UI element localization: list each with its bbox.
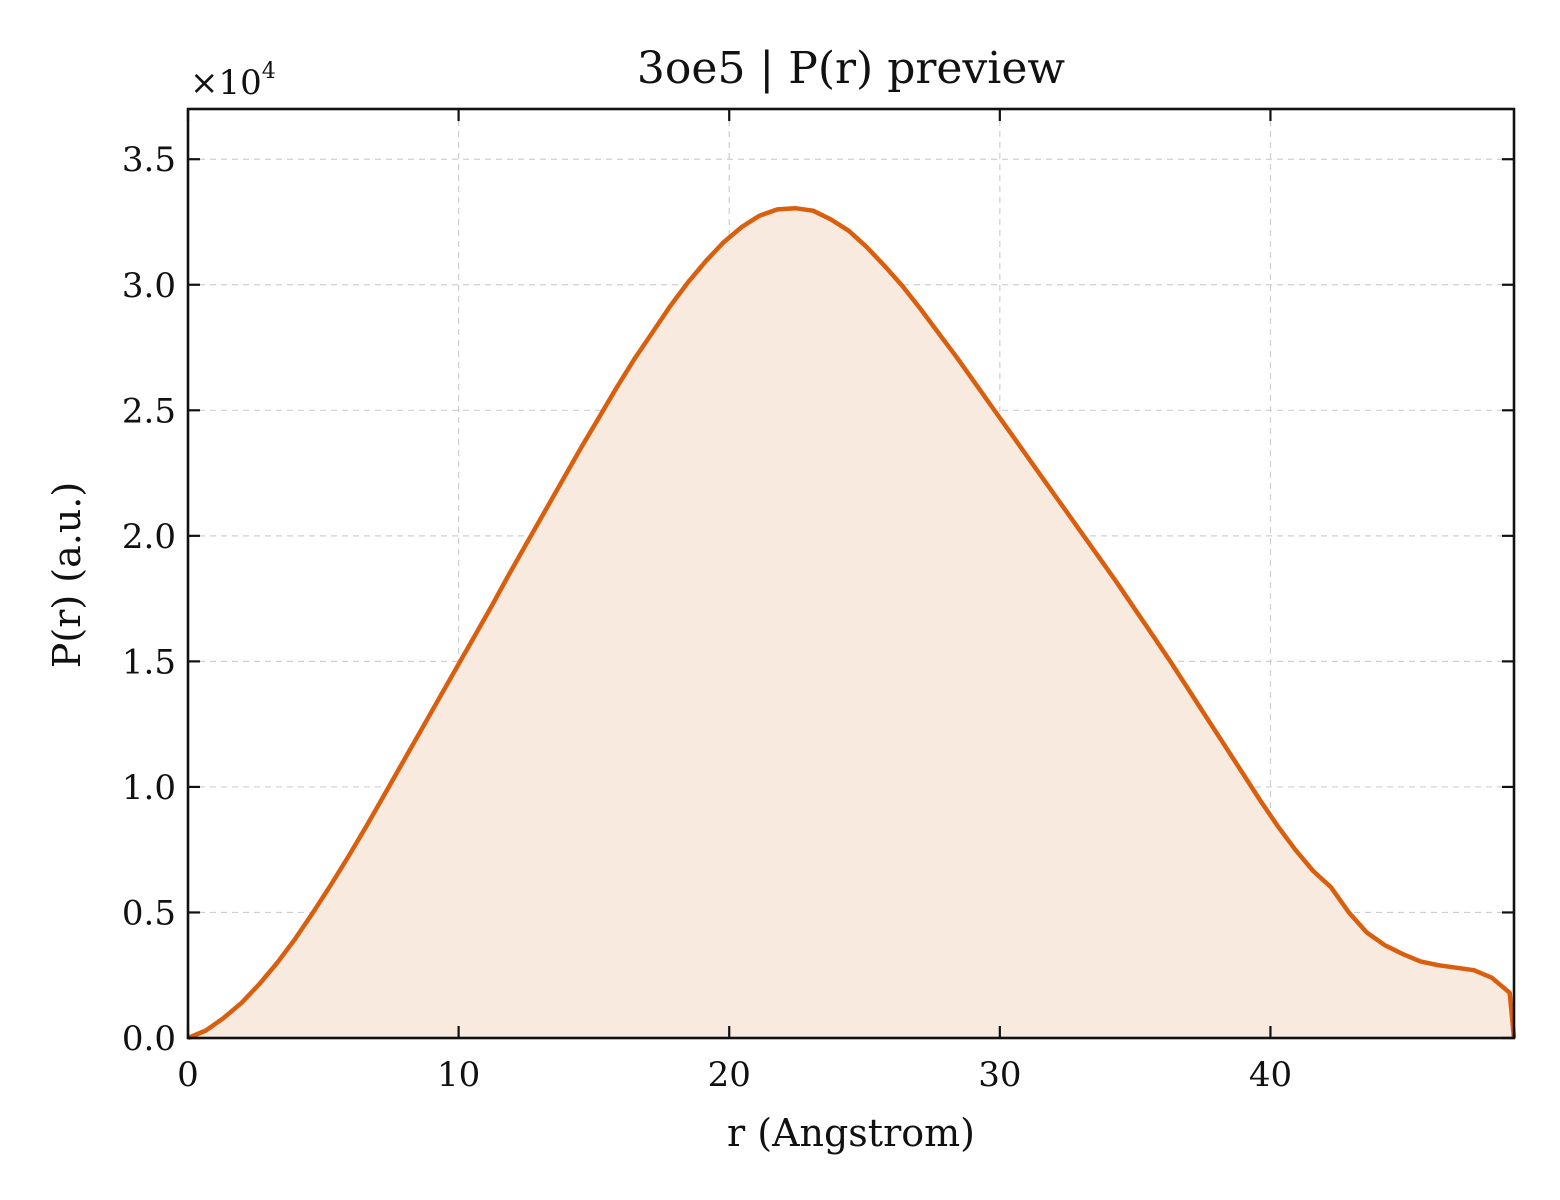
plot-frame <box>186 107 1516 1040</box>
tick-labels: 0 10 20 30 40 0.0 0.5 1.0 1.5 2.0 2.5 3.0 3.5 <box>122 140 1292 1095</box>
y-tick-label: 0.0 <box>122 1019 176 1059</box>
y-axis-label: P(r) (a.u.) <box>45 482 89 668</box>
x-tick-label: 30 <box>978 1055 1021 1095</box>
y-tick-label: 1.5 <box>122 642 176 682</box>
y-tick-label: 1.0 <box>122 768 176 808</box>
area-fill <box>188 208 1514 1038</box>
y-tick-label: 3.0 <box>122 266 176 306</box>
x-tick-label: 10 <box>437 1055 480 1095</box>
y-tick-label: 3.5 <box>122 140 176 180</box>
series-line <box>187 205 1517 1041</box>
y-multiplier: ×104 <box>190 59 276 103</box>
y-tick-label: 2.0 <box>122 517 176 557</box>
y-tick-label: 0.5 <box>122 893 176 933</box>
chart-title: 3oe5 | P(r) preview <box>637 43 1065 94</box>
x-tick-label: 20 <box>708 1055 751 1095</box>
y-multiplier-exponent: 4 <box>262 59 276 84</box>
ticks <box>186 109 1514 1040</box>
x-tick-label: 0 <box>177 1055 199 1095</box>
y-tick-label: 2.5 <box>122 391 176 431</box>
x-tick-label: 40 <box>1249 1055 1292 1095</box>
x-axis-label: r (Angstrom) <box>727 1111 975 1155</box>
y-multiplier-base: ×10 <box>190 63 262 103</box>
